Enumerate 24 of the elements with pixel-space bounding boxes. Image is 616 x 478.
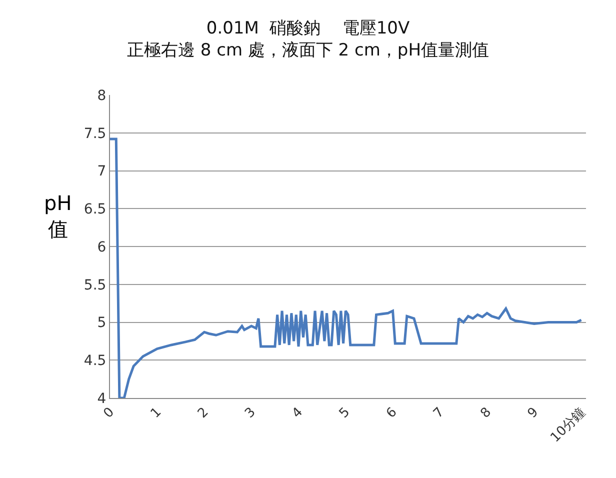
y-tick-label: 7 (97, 164, 106, 180)
y-tick-label: 5.5 (84, 277, 106, 294)
y-axis-title: pH 值 (44, 191, 72, 241)
x-tick-label: 1 (148, 404, 165, 422)
chart-subtitle: 正極右邊 8 cm 處，液面下 2 cm，pH值量測值 (126, 40, 490, 61)
y-tick-label: 8 (97, 88, 106, 104)
y-tick-label: 4.5 (84, 353, 106, 370)
x-tick-label: 7 (430, 404, 448, 422)
chart-title: 0.01M 硝酸鈉 電壓10V (206, 18, 410, 38)
x-tick-label: 6 (384, 404, 400, 422)
x-tick-label: 5 (336, 404, 354, 422)
y-tick-label: 7.5 (84, 126, 106, 142)
y-tick-label: 5 (97, 315, 106, 332)
x-tick-label: 0 (100, 404, 118, 422)
x-tick-label: 8 (478, 404, 494, 422)
x-tick-label: 10分鐘 (548, 404, 589, 446)
x-tick-label: 3 (242, 404, 259, 422)
y-tick-label: 6 (97, 239, 106, 256)
y-tick-label: 4 (97, 390, 106, 407)
x-tick-label: 2 (195, 404, 212, 422)
x-tick-label: 9 (525, 404, 542, 422)
line-series (110, 138, 583, 398)
x-tick-label: 4 (289, 404, 306, 422)
y-tick-label: 6.5 (84, 202, 106, 218)
